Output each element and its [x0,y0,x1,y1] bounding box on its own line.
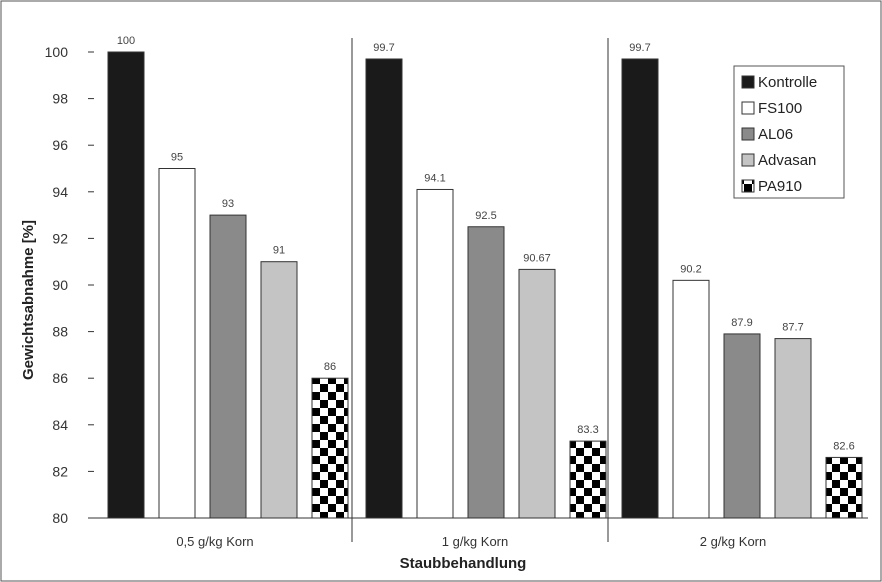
x-axis-title: Staubbehandlung [400,555,527,572]
bar-kontrolle [107,51,145,519]
bar-fs100 [672,279,710,519]
data-label: 86 [324,361,336,373]
data-label: 90.2 [680,263,701,275]
bar-advasan [774,338,812,519]
category-label: 2 g/kg Korn [700,534,767,549]
y-tick-label: 96 [52,137,68,153]
bar-pa910 [569,440,607,519]
data-label: 94.1 [424,172,445,184]
y-tick-label: 88 [52,324,68,340]
data-label: 99.7 [373,42,394,54]
bar-advasan [260,261,298,519]
legend-swatch [741,101,755,115]
y-tick-label: 90 [52,277,68,293]
y-axis-title: Gewichtsabnahme [%] [20,220,37,380]
bar-pa910 [825,456,863,519]
legend-swatch [741,127,755,141]
data-label: 91 [273,245,285,257]
y-tick-label: 82 [52,463,68,479]
data-label: 92.5 [475,210,496,222]
legend-label: Advasan [758,152,816,169]
data-label: 82.6 [833,440,854,452]
legend-label: FS100 [758,100,802,117]
bar-fs100 [158,168,196,519]
data-label: 93 [222,198,234,210]
data-label: 100 [117,35,135,47]
y-tick-label: 80 [52,510,68,526]
y-tick-label: 94 [52,184,68,200]
data-label: 83.3 [577,424,598,436]
data-label: 90.67 [523,252,551,264]
y-tick-label: 100 [45,44,69,60]
category-label: 0,5 g/kg Korn [176,534,253,549]
data-label: 95 [171,152,183,164]
legend-swatch [741,153,755,167]
bar-kontrolle [365,58,403,519]
bar-al06 [467,226,505,519]
bar-advasan [518,268,556,519]
y-tick-label: 98 [52,91,68,107]
legend-label: AL06 [758,126,793,143]
bar-kontrolle [621,58,659,519]
data-label: 99.7 [629,42,650,54]
legend-swatch [741,75,755,89]
data-label: 87.7 [782,322,803,334]
legend-label: Kontrolle [758,74,817,91]
y-tick-label: 92 [52,230,68,246]
legend: Kontrolle FS100 AL06 Advasan PA910 [733,65,845,199]
bar-al06 [723,333,761,519]
legend-label: PA910 [758,178,802,195]
y-tick-label: 86 [52,370,68,386]
data-label: 87.9 [731,317,752,329]
bar-pa910 [311,377,349,519]
category-label: 1 g/kg Korn [442,534,509,549]
bar-fs100 [416,188,454,519]
y-tick-label: 84 [52,417,68,433]
legend-swatch [741,179,755,193]
bar-al06 [209,214,247,519]
bars: 100 95 93 91 86 99.7 94.1 92.5 90.67 83.3 99.7 90.2… [107,35,863,519]
